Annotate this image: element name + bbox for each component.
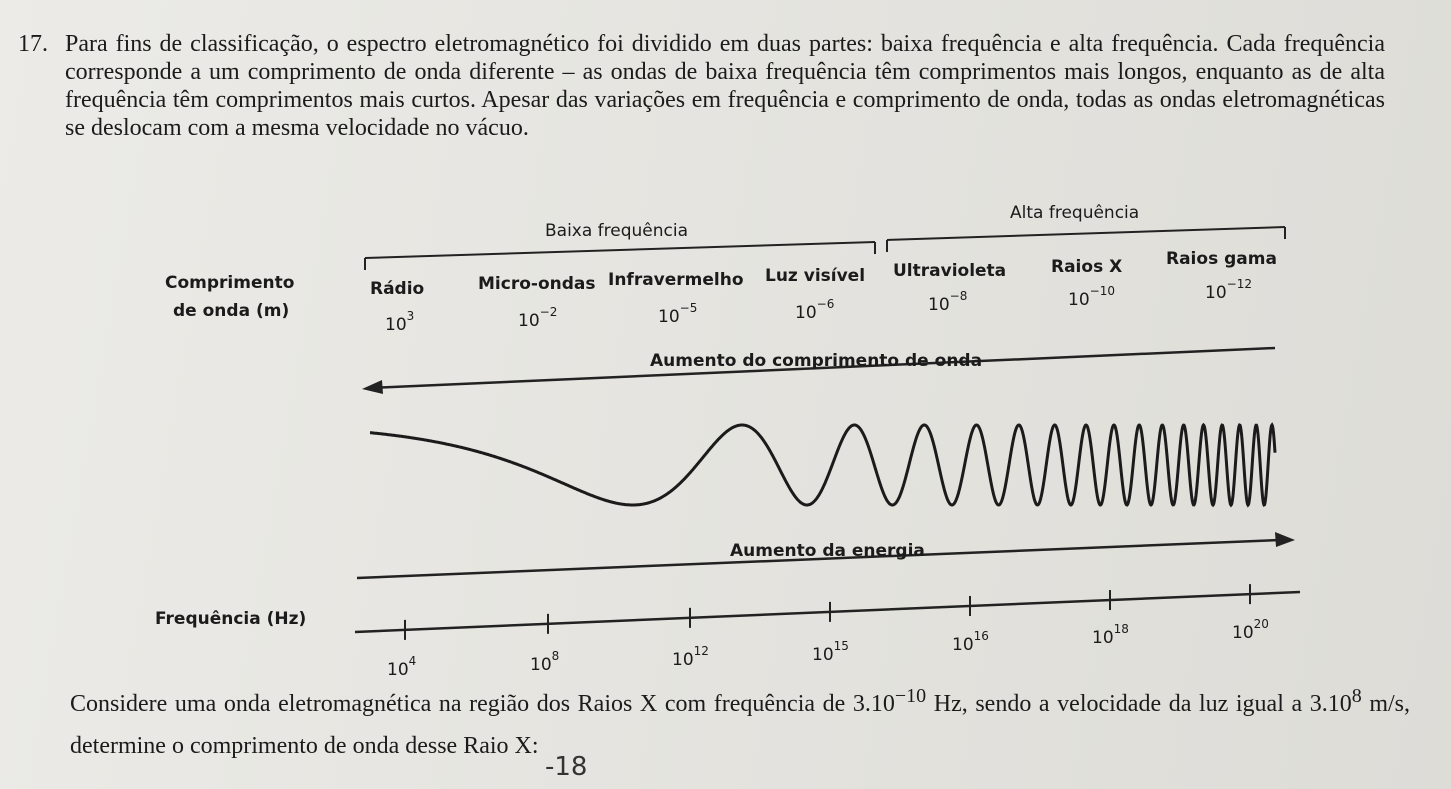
base: 10	[928, 295, 950, 315]
band-label: Luz visível	[765, 266, 865, 286]
base: 10	[1232, 623, 1254, 643]
power: 1015	[812, 639, 849, 665]
power: 10−8	[928, 289, 967, 315]
handwritten-note: -18	[545, 752, 588, 782]
power: 108	[530, 649, 559, 675]
exponent: 3	[407, 309, 415, 323]
exponent: −5	[680, 301, 698, 315]
power: 1012	[672, 644, 709, 670]
base: 10	[387, 660, 409, 680]
exponent: 16	[974, 629, 989, 643]
band-label: Raios gama	[1166, 249, 1277, 269]
base: 10	[1068, 290, 1090, 310]
band-label: Raios X	[1051, 257, 1122, 277]
bracket	[886, 226, 1286, 241]
wavelength-arrow-label: Aumento do comprimento de onda	[650, 351, 982, 371]
wavelength-label: Comprimento	[165, 273, 294, 293]
power: 103	[385, 309, 414, 335]
power: 10−10	[1068, 284, 1115, 310]
power: 10−12	[1205, 277, 1252, 303]
arrow	[369, 346, 1276, 390]
power: 1016	[952, 629, 989, 655]
arrowhead	[1275, 532, 1295, 547]
value: 3.10	[852, 691, 895, 717]
exponent: −2	[540, 305, 558, 319]
base: 10	[518, 311, 540, 331]
exponent: 20	[1254, 617, 1269, 631]
exponent: 18	[1114, 622, 1129, 636]
exponent: 15	[834, 639, 849, 653]
exponent: 8	[1351, 685, 1362, 707]
base: 10	[530, 655, 552, 675]
wave	[370, 422, 1277, 508]
base: 10	[672, 650, 694, 670]
band-label: Rádio	[370, 279, 424, 299]
exponent: −6	[817, 297, 835, 311]
bracket	[364, 241, 876, 259]
band-label: Micro-ondas	[478, 274, 595, 294]
power: 10−5	[658, 301, 697, 327]
exponent: −8	[950, 289, 968, 303]
power: 10−6	[795, 297, 834, 323]
power: 1020	[1232, 617, 1269, 643]
base: 10	[952, 635, 974, 655]
high-label: Alta frequência	[1010, 203, 1139, 223]
closing-text: Considere uma onda eletromagnética na re…	[70, 675, 1410, 767]
power: 10−2	[518, 305, 557, 331]
energy-arrow-label: Aumento da energia	[730, 541, 925, 561]
base: 10	[1205, 283, 1227, 303]
band-label: Infravermelho	[608, 270, 744, 290]
question-number: 17.	[18, 31, 48, 57]
text: Considere uma onda eletromagnética na re…	[70, 691, 853, 717]
base: 10	[795, 303, 817, 323]
power: 1018	[1092, 622, 1129, 648]
arrow	[356, 538, 1281, 580]
exponent: −10	[894, 685, 927, 707]
base: 10	[812, 645, 834, 665]
power: 104	[387, 654, 416, 680]
frequency-label: Frequência (Hz)	[155, 609, 306, 629]
frequency-axis	[354, 590, 1301, 634]
exponent: 8	[552, 649, 560, 663]
exponent: −12	[1227, 277, 1252, 291]
value: 3.10	[1309, 691, 1352, 717]
low-label: Baixa frequência	[545, 221, 688, 241]
base: 10	[385, 315, 407, 335]
exponent: 4	[409, 654, 417, 668]
text: m/s, determine o comprimento de onda des…	[70, 691, 1410, 759]
base: 10	[1092, 628, 1114, 648]
exponent: −10	[1090, 284, 1115, 298]
text: Hz, sendo a velocidade da luz igual a	[926, 691, 1310, 717]
wavelength-label: de onda (m)	[173, 301, 289, 321]
arrowhead	[362, 380, 383, 394]
question-text: Para fins de classificação, o espectro e…	[65, 31, 1385, 141]
exponent: 12	[694, 644, 709, 658]
band-label: Ultravioleta	[893, 261, 1006, 281]
base: 10	[658, 307, 680, 327]
